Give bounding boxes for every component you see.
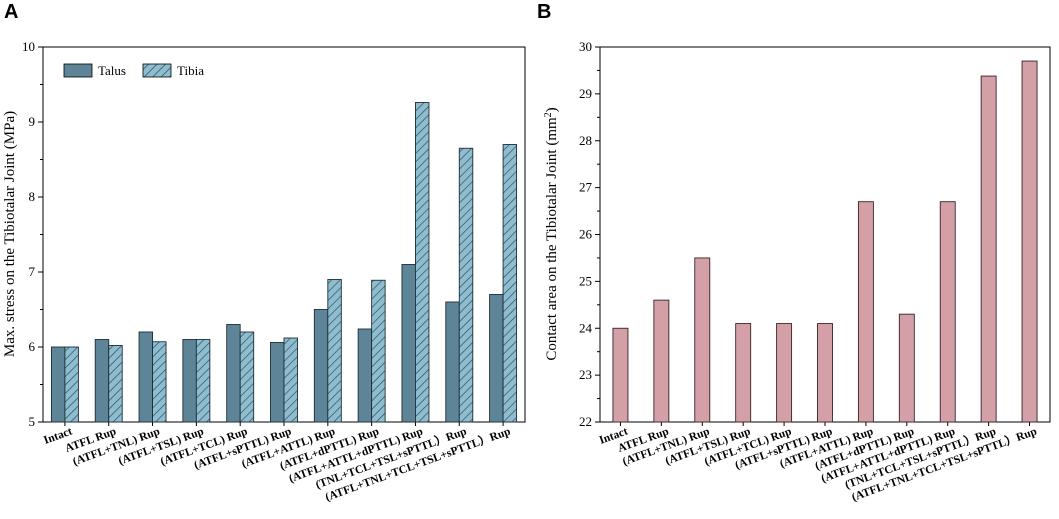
panel-a-y-axis-title: Max. stress on the Tibiotalar Joint (MPa… [2,111,18,357]
y-tick-label: 28 [579,133,592,148]
panel-b-letter: B [537,1,551,23]
bar-contact-area-5 [817,323,833,423]
panel-a-ticks: 5 6 7 8 9 10 [22,39,504,429]
bar-contact-area-8 [939,201,956,423]
bar-talus-0 [50,346,66,423]
bar-tibia-4 [239,331,255,423]
bar-talus-1 [94,339,110,423]
panel-a-bars [50,102,518,423]
bar-contact-area-9 [980,75,997,423]
bar-tibia-1 [108,345,123,423]
y-tick-label: 7 [29,264,36,279]
panel-a-legend: Talus Tibia [63,63,204,78]
bar-talus-6 [313,309,329,423]
bar-talus-8 [401,264,416,423]
panel-b-y-axis-title: Contact area on the Tibiotalar Joint (mm… [543,107,561,360]
y-tick-label: 24 [579,320,593,335]
panel-b-ticks: 22 23 24 25 26 27 28 29 30 [579,39,1031,429]
bar-contact-area-10 [1021,60,1038,423]
bar-contact-area-1 [653,299,670,423]
bar-tibia-3 [195,339,211,423]
legend-talus-label: Talus [98,63,126,78]
y-tick-label: 8 [29,189,36,204]
y-tick-label: 23 [579,367,592,382]
bar-talus-7 [357,328,373,423]
bar-tibia-5 [283,337,298,423]
y-tick-label: 26 [579,227,593,242]
y-tick-label: 6 [29,339,36,354]
y-tick-label: 22 [579,414,592,429]
bar-contact-area-6 [857,201,874,423]
panel-b-y-axis-title-sup: 2 [543,112,554,117]
bar-talus-4 [226,324,241,423]
y-tick-label: 29 [579,86,592,101]
y-tick-label: 10 [22,39,35,54]
bar-tibia-9 [458,147,474,423]
y-tick-label: 27 [579,180,593,195]
bar-talus-5 [270,342,285,423]
bar-tibia-10 [502,144,518,423]
panel-b-y-axis-title-main: Contact area on the Tibiotalar Joint (mm [544,117,560,361]
bar-talus-2 [138,331,153,423]
legend-tibia-swatch [142,63,172,78]
bar-tibia-6 [327,279,342,423]
bar-contact-area-7 [898,313,915,423]
bar-contact-area-3 [735,323,752,423]
bar-tibia-8 [415,102,430,423]
legend-tibia-label: Tibia [177,63,204,78]
bar-talus-10 [489,294,504,423]
bar-contact-area-0 [612,327,629,423]
bar-talus-3 [182,339,197,423]
bar-contact-area-2 [694,257,711,423]
bar-tibia-7 [371,279,386,423]
bar-tibia-0 [64,346,79,423]
y-tick-label: 25 [579,273,592,288]
panel-b-y-axis-title-close: ) [544,107,560,112]
bar-contact-area-4 [776,323,793,423]
y-tick-label: 9 [29,114,36,129]
legend-talus-swatch [63,63,93,78]
bar-talus-9 [445,301,460,423]
y-tick-label: 5 [29,414,36,429]
y-tick-label: 30 [579,39,592,54]
panel-a-letter: A [4,1,18,23]
panel-b-bars [612,60,1038,423]
bar-tibia-2 [152,341,167,423]
